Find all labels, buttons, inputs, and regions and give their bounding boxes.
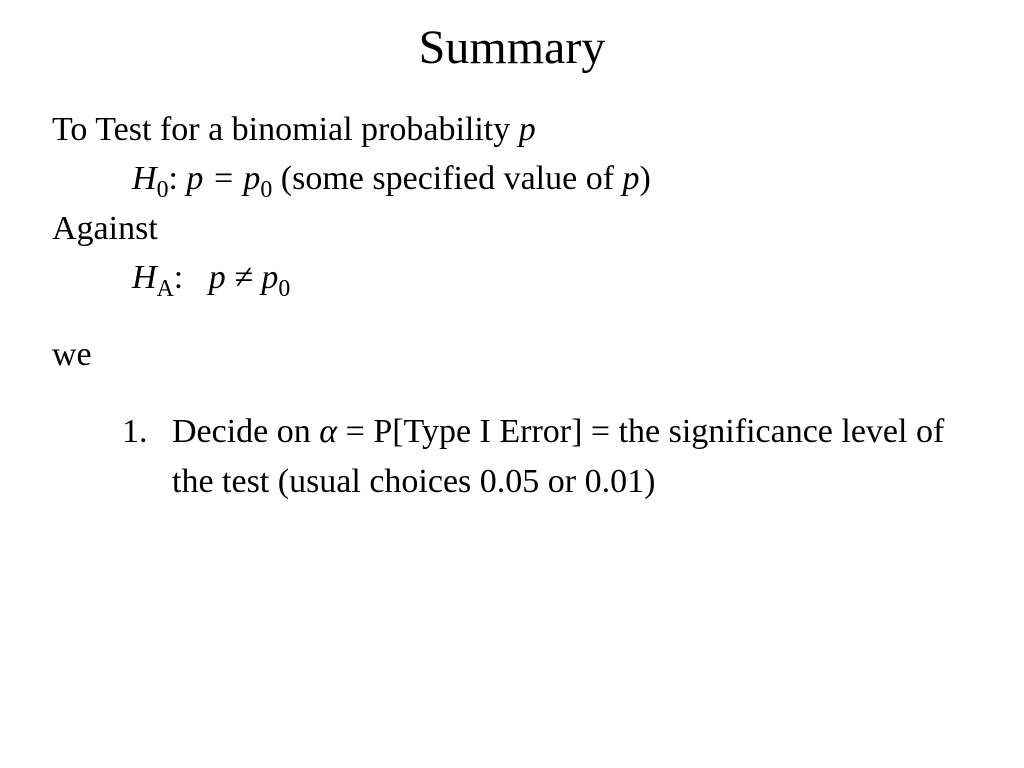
line-ha: HA: p ≠ p0	[52, 253, 972, 302]
intro-text: To Test for a binomial probability	[52, 111, 519, 148]
slide-title: Summary	[0, 0, 1024, 105]
ha-colon: :	[174, 259, 209, 296]
line-h0: H0: p = p0 (some specified value of p)	[52, 154, 972, 203]
list-item-1-text: Decide on α = P[Type I Error] = the sign…	[172, 407, 952, 506]
list-item-1-number: 1.	[122, 407, 172, 456]
ha-rhs: p	[261, 259, 278, 296]
ha-rhs-sub: 0	[278, 276, 290, 302]
h0-H: H	[132, 160, 157, 197]
line-we: we	[52, 330, 972, 379]
slide-body: To Test for a binomial probability p H0:…	[0, 105, 1024, 506]
ha-H: H	[132, 259, 157, 296]
h0-tail-p: p	[623, 160, 640, 197]
ha-neq: ≠	[226, 259, 262, 296]
item1-a: Decide on	[172, 413, 319, 450]
spacer-1	[52, 302, 972, 330]
h0-tail: (some specified value of	[272, 160, 622, 197]
spacer-2	[52, 379, 972, 407]
list-item-1: 1. Decide on α = P[Type I Error] = the s…	[122, 407, 952, 506]
numbered-list: 1. Decide on α = P[Type I Error] = the s…	[52, 407, 972, 506]
h0-eq: =	[203, 160, 243, 197]
line-intro: To Test for a binomial probability p	[52, 105, 972, 154]
line-against: Against	[52, 204, 972, 253]
item1-alpha: α	[319, 413, 337, 450]
ha-sub: A	[157, 276, 174, 302]
intro-p: p	[519, 111, 536, 148]
h0-sub: 0	[157, 177, 169, 203]
h0-lhs: p	[186, 160, 203, 197]
slide: Summary To Test for a binomial probabili…	[0, 0, 1024, 768]
h0-tail-close: )	[640, 160, 651, 197]
h0-colon: :	[168, 160, 186, 197]
h0-rhs: p	[243, 160, 260, 197]
h0-rhs-sub: 0	[260, 177, 272, 203]
ha-lhs: p	[209, 259, 226, 296]
